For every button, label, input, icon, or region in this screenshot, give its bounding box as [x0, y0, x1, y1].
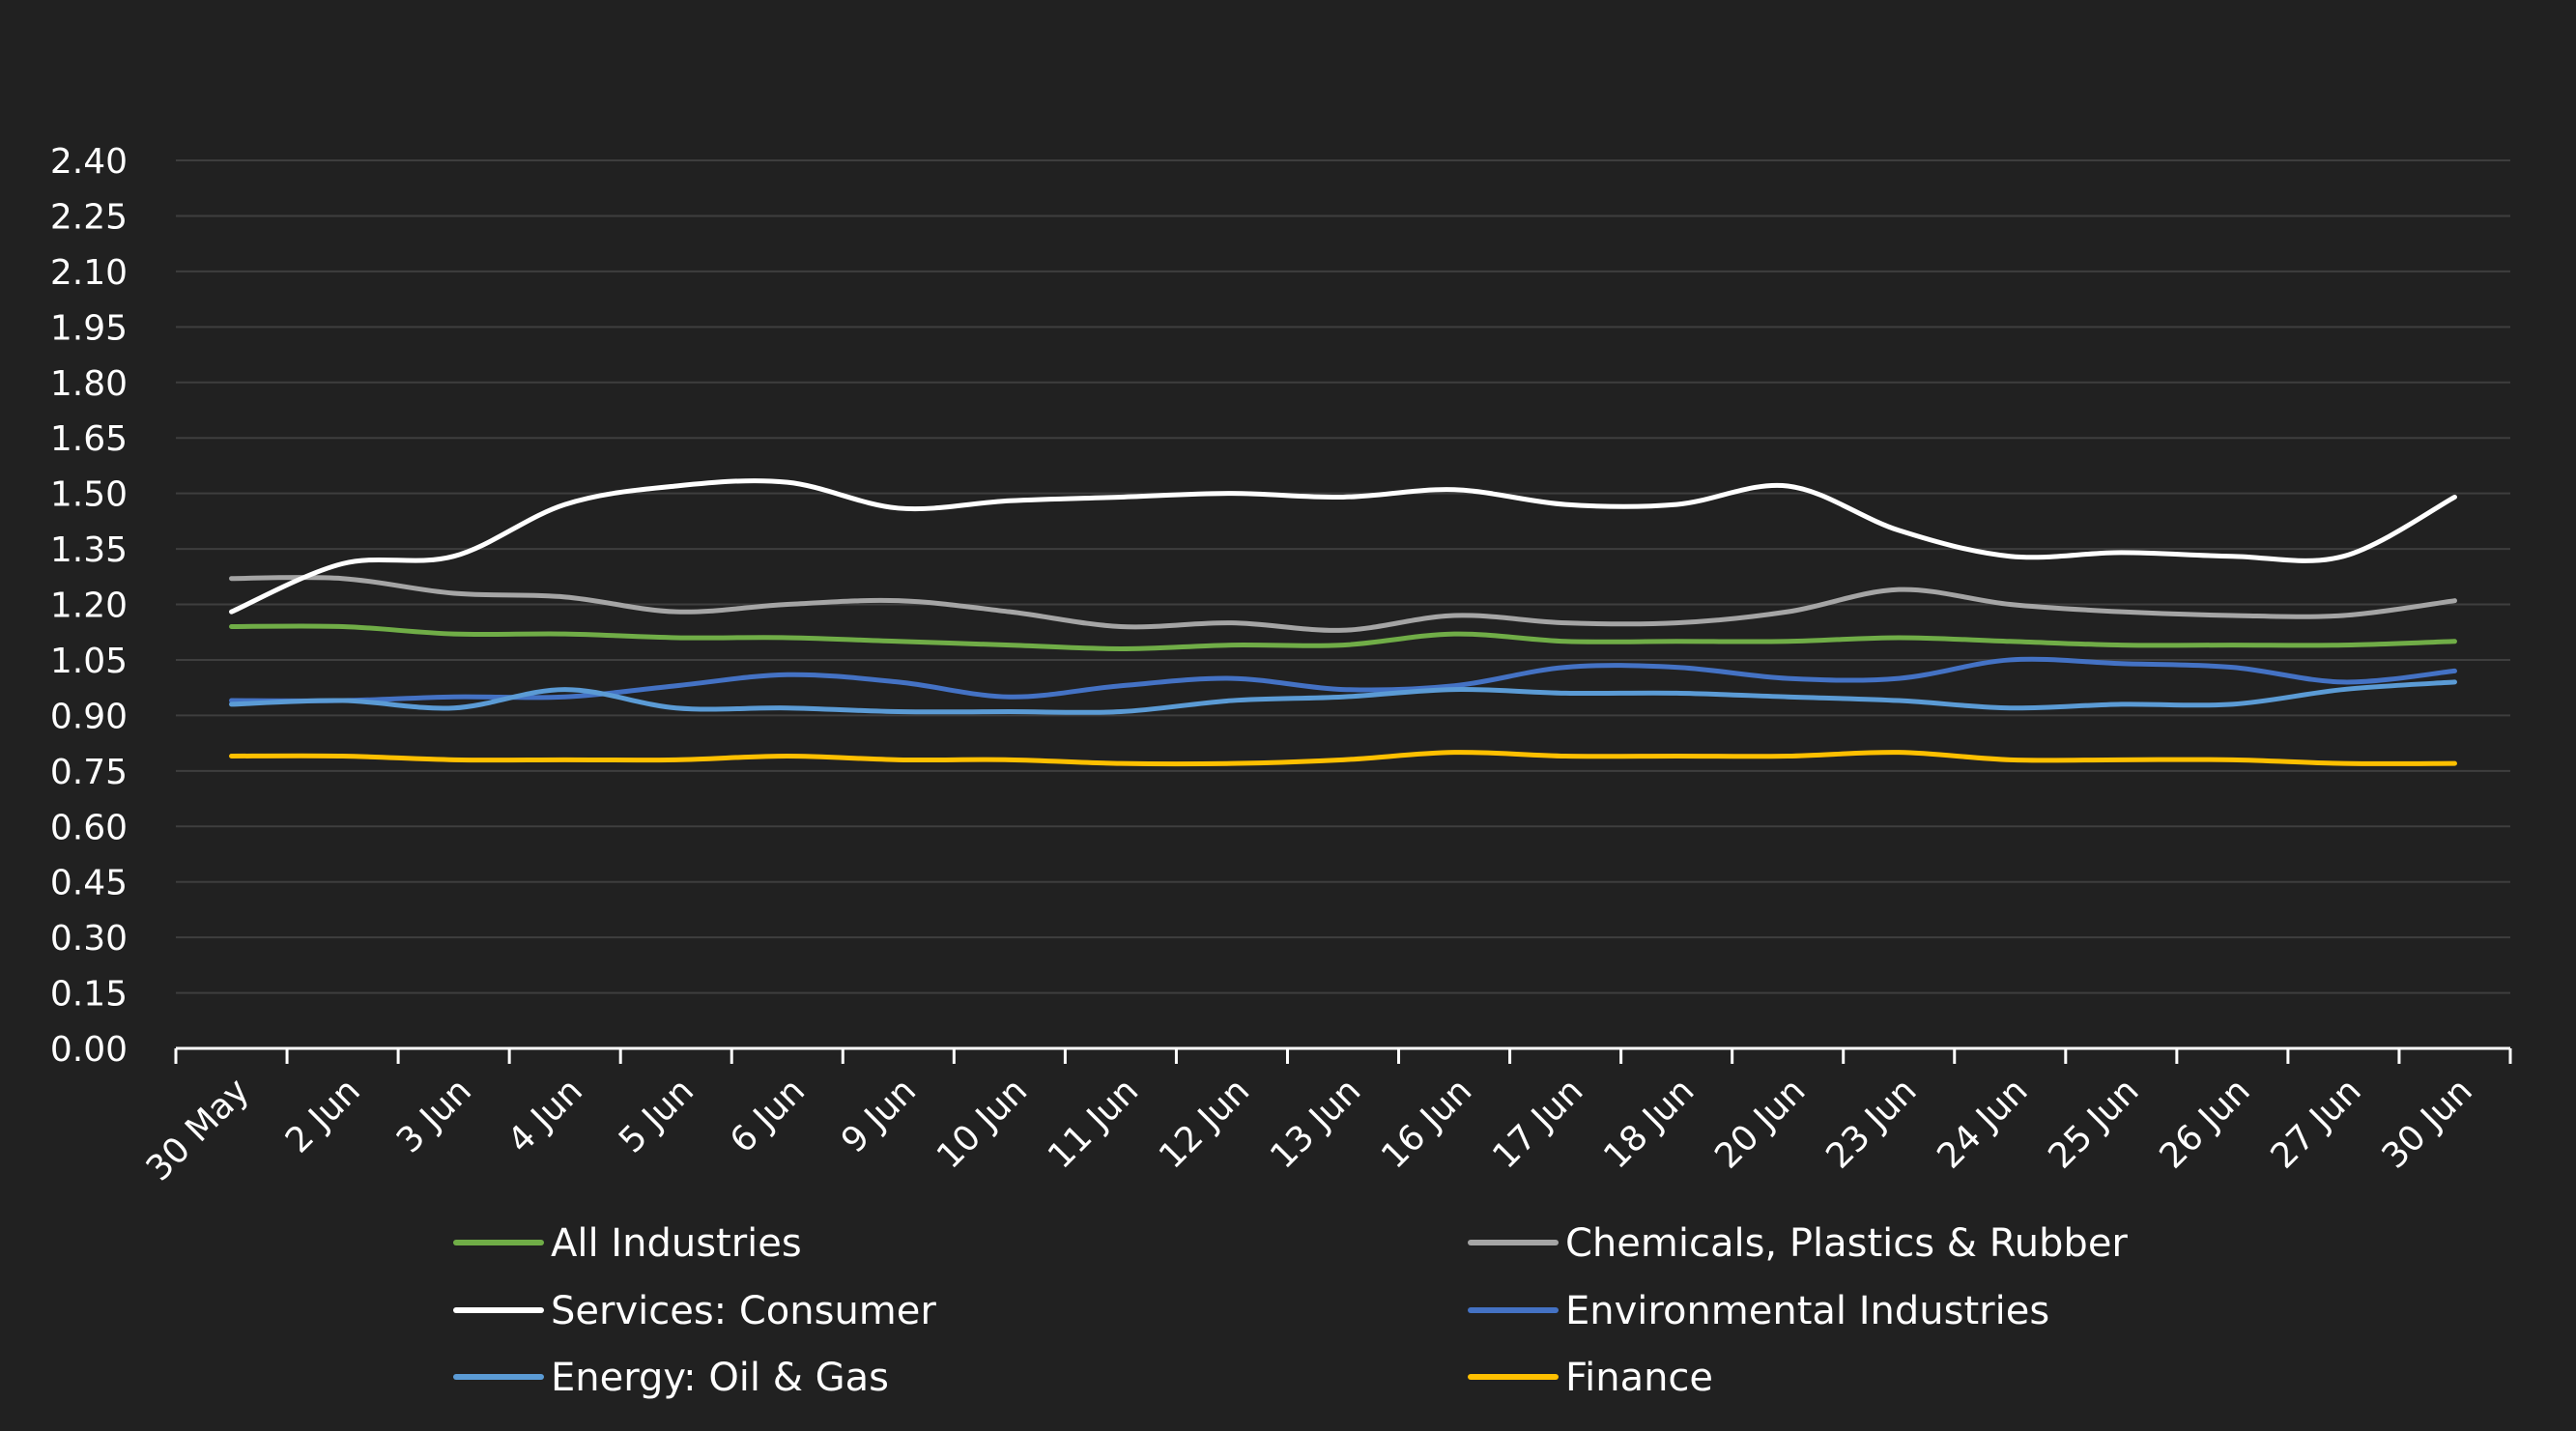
series-line-chemicals-plastics-rubber	[229, 575, 2457, 633]
x-tick-label: 5 Jun	[612, 1071, 701, 1160]
y-tick-label: 0.45	[50, 864, 128, 903]
legend-item-services-consumer: Services: Consumer	[453, 1289, 936, 1333]
y-tick-label: 2.40	[50, 142, 128, 182]
x-tick-label: 2 Jun	[278, 1071, 368, 1160]
y-tick-label: 1.20	[50, 587, 128, 626]
y-tick-label: 0.15	[50, 975, 128, 1015]
x-tick-label: 30 May	[139, 1071, 257, 1188]
x-axis-tick-labels: 30 May 2 Jun 3 Jun 4 Jun 5 Jun 6 Jun 9 Jun 10 J…	[139, 1071, 2480, 1188]
y-tick-label: 2.10	[50, 253, 128, 293]
legend: All Industries Chemicals, Plastics & Rubb…	[453, 1221, 2128, 1400]
legend-label: Environmental Industries	[1565, 1289, 2049, 1333]
legend-label: Services: Consumer	[551, 1289, 936, 1333]
x-tick-label: 9 Jun	[834, 1071, 924, 1160]
series-lines	[229, 478, 2457, 767]
y-tick-label: 0.30	[50, 919, 128, 959]
legend-item-environmental-industries: Environmental Industries	[1468, 1289, 2049, 1333]
series-line-energy-oil-gas	[229, 679, 2457, 715]
gridlines	[176, 159, 2510, 994]
x-tick-label: 17 Jun	[1485, 1071, 1590, 1176]
x-tick-label: 16 Jun	[1374, 1071, 1479, 1176]
y-tick-label: 1.05	[50, 642, 128, 681]
x-tick-label: 10 Jun	[930, 1071, 1035, 1176]
y-tick-label: 0.75	[50, 753, 128, 792]
x-tick-label: 18 Jun	[1596, 1071, 1702, 1176]
x-axis	[174, 1046, 2512, 1064]
x-tick-label: 4 Jun	[501, 1071, 590, 1160]
y-tick-label: 0.90	[50, 697, 128, 736]
series-line-services-consumer	[229, 478, 2457, 615]
y-tick-label: 1.65	[50, 419, 128, 459]
legend-item-finance: Finance	[1468, 1356, 1713, 1400]
x-tick-label: 12 Jun	[1152, 1071, 1257, 1176]
y-tick-label: 1.50	[50, 475, 128, 515]
x-tick-label: 26 Jun	[2152, 1071, 2257, 1176]
x-tick-label: 25 Jun	[2041, 1071, 2146, 1176]
y-tick-label: 0.00	[50, 1030, 128, 1070]
legend-label: Finance	[1565, 1356, 1713, 1400]
x-tick-label: 11 Jun	[1041, 1071, 1146, 1176]
legend-label: All Industries	[551, 1221, 802, 1266]
series-line-finance	[229, 750, 2457, 767]
legend-item-energy-oil-gas: Energy: Oil & Gas	[453, 1356, 889, 1400]
y-tick-label: 0.60	[50, 808, 128, 847]
series-line-all-industries	[229, 623, 2457, 651]
x-tick-label: 23 Jun	[1818, 1071, 1924, 1176]
x-tick-label: 27 Jun	[2264, 1071, 2369, 1176]
x-tick-label: 3 Jun	[389, 1071, 479, 1160]
legend-label: Chemicals, Plastics & Rubber	[1565, 1221, 2128, 1266]
x-tick-label: 6 Jun	[723, 1071, 813, 1160]
y-tick-label: 1.95	[50, 308, 128, 348]
y-tick-label: 2.25	[50, 197, 128, 237]
legend-item-chemicals-plastics-rubber: Chemicals, Plastics & Rubber	[1468, 1221, 2128, 1266]
y-tick-label: 1.35	[50, 530, 128, 570]
x-tick-label: 30 Jun	[2375, 1071, 2480, 1176]
legend-item-all-industries: All Industries	[453, 1221, 802, 1266]
y-axis-tick-labels: 0.00 0.15 0.30 0.45 0.60 0.75 0.90 1.05 1.20 1.35…	[50, 142, 128, 1070]
x-tick-label: 20 Jun	[1707, 1071, 1813, 1176]
y-tick-label: 1.80	[50, 364, 128, 404]
legend-label: Energy: Oil & Gas	[551, 1356, 889, 1400]
x-tick-label: 13 Jun	[1263, 1071, 1368, 1176]
x-tick-label: 24 Jun	[1930, 1071, 2035, 1176]
